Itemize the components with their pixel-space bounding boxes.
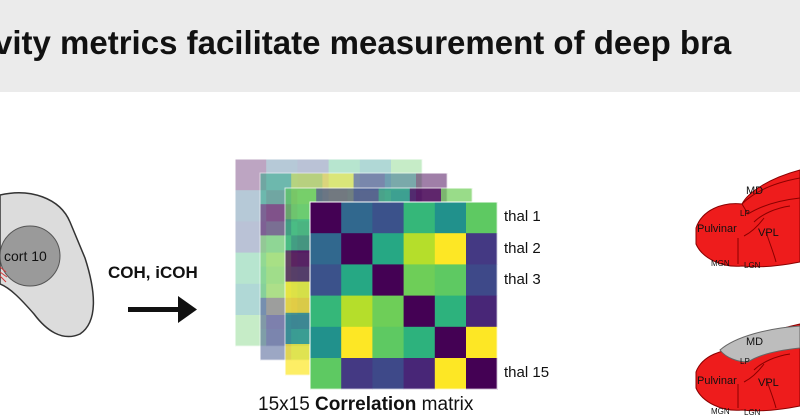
title-banner: vity metrics facilitate measurement of d… [0,0,800,92]
row-label-thal-3: thal 3 [504,271,541,288]
matrix-cell [310,233,342,265]
matrix-cell [403,202,436,234]
matrix-cell [466,295,498,328]
cortex-region-label: cort 10 [4,248,47,264]
matrix-cell [466,358,498,390]
matrix-cell [341,295,373,328]
matrix-cell [372,295,405,328]
matrix-cell [341,326,373,359]
thalamus-bottom-divisions [737,353,791,409]
label-mgn-top: MGN [711,259,730,268]
matrix-cell [466,233,498,265]
matrix-cell [341,264,373,297]
caption-bold: Correlation [315,394,417,415]
label-pulvinar-top: Pulvinar [697,223,737,235]
label-mgn-bottom: MGN [711,407,730,416]
thalamus-top-divisions [737,205,791,264]
label-lp-top: LP [740,209,750,218]
page-title: vity metrics facilitate measurement of d… [0,24,732,61]
matrix-cell [310,202,342,234]
label-pulvinar-bottom: Pulvinar [697,375,737,387]
matrix-cell [341,202,373,234]
matrix-cell [403,295,436,328]
matrix-cell [372,233,405,265]
thalamus-diagram-bottom [695,323,800,412]
matrix-cell [372,326,405,359]
row-label-thal-1: thal 1 [504,208,541,225]
matrix-cell [434,326,467,359]
thalamus-bottom-md [719,325,800,363]
matrix-cell [310,295,342,328]
label-lgn-top: LGN [744,261,761,270]
label-lp-bottom: LP [740,357,750,366]
matrix-cell [466,326,498,359]
matrix-cell [372,358,405,390]
label-lgn-bottom: LGN [744,408,761,417]
matrix-cell [310,326,342,359]
thalamus-labels-top: MD LP Pulvinar VPL MGN LGN [697,185,779,270]
matrix-cell [341,233,373,265]
row-label-thal-2: thal 2 [504,240,541,257]
matrix-cell [434,233,467,265]
thalamus-top-md [741,177,800,215]
arrow-icon [128,296,197,323]
label-md-bottom: MD [746,336,763,348]
matrix-cell [341,358,373,390]
matrix-cell [403,233,436,265]
label-md-top: MD [746,185,763,197]
matrix-front [309,201,498,390]
matrix-cell [310,358,342,390]
matrix-cell [372,264,405,297]
matrix-cell [434,358,467,390]
matrix-cell [466,264,498,297]
matrix-caption: 15x15 Correlation matrix [258,394,473,416]
cortex-region-10 [0,225,61,287]
label-vpl-bottom: VPL [758,377,779,389]
matrix-border [309,201,498,390]
thalamus-labels-bottom: MD LP Pulvinar VPL MGN LGN [697,336,779,417]
matrix-stack [234,158,498,390]
matrix-cell [403,264,436,297]
matrix-cell [403,358,436,390]
matrix-cell [466,202,498,234]
caption-suffix: matrix [416,394,474,415]
caption-prefix: 15x15 [258,394,316,415]
matrix-cell [434,295,467,328]
label-vpl-top: VPL [758,227,779,239]
matrix-cell [434,202,467,234]
row-label-thal-15: thal 15 [504,364,550,381]
thalamus-diagram-top [695,169,800,268]
matrix-cell [310,264,342,297]
matrix-cell [403,326,436,359]
electrode-lines [0,266,8,283]
matrix-cell [372,202,405,234]
matrix-cell [434,264,467,297]
cortex-diagram [0,192,95,338]
method-label: COH, iCOH [108,263,198,282]
